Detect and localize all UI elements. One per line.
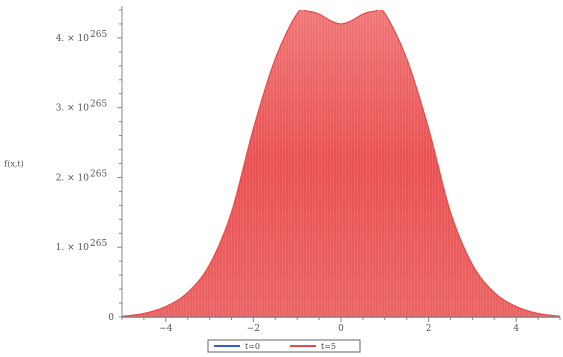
legend-box xyxy=(207,339,361,353)
x-tick-label: 2 xyxy=(426,324,432,334)
x-tick-label: −4 xyxy=(159,324,173,334)
x-tick-label: 4 xyxy=(513,324,519,334)
y-tick-exponent: 265 xyxy=(90,239,107,249)
y-tick-label: 3. × 10 xyxy=(56,104,90,114)
x-tick-label: 0 xyxy=(338,324,344,334)
legend-label-t-5: t=5 xyxy=(321,342,336,351)
y-tick-label-zero: 0 xyxy=(108,313,114,323)
y-tick-exponent: 265 xyxy=(90,169,107,179)
y-tick-exponent: 265 xyxy=(90,30,107,40)
y-tick-label: 4. × 10 xyxy=(56,34,90,44)
y-tick-label: 2. × 10 xyxy=(56,173,90,183)
series-t-5-texture xyxy=(122,10,560,317)
y-axis-label: f(x,t) xyxy=(4,160,23,169)
y-tick-label: 1. × 10 xyxy=(56,243,90,253)
y-tick-exponent: 265 xyxy=(90,100,107,110)
x-tick-label: −2 xyxy=(247,324,260,334)
series-t-5-line xyxy=(122,10,560,317)
legend: t=0 t=5 xyxy=(207,339,361,353)
plot-area xyxy=(122,10,560,318)
legend-label-t-0: t=0 xyxy=(245,342,260,351)
